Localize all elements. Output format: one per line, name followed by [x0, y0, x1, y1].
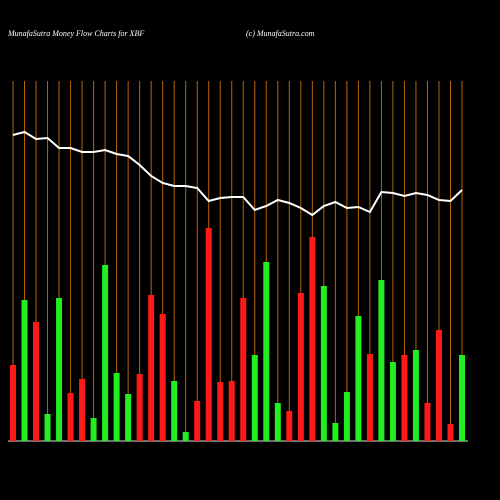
bar	[113, 373, 120, 441]
bar	[401, 355, 408, 441]
bar	[389, 362, 396, 441]
bar	[320, 286, 327, 441]
bar	[378, 280, 385, 441]
bar	[366, 354, 373, 441]
bar	[136, 374, 143, 441]
bar	[33, 322, 40, 441]
bar	[447, 424, 454, 441]
bar	[263, 262, 270, 441]
bar	[286, 411, 293, 441]
bar	[194, 401, 201, 441]
bar	[251, 355, 258, 441]
bar	[56, 298, 63, 441]
bar	[240, 298, 247, 441]
bar	[67, 393, 74, 441]
bar	[332, 423, 339, 441]
bar	[309, 237, 316, 441]
bar	[90, 418, 97, 441]
bar	[274, 403, 281, 441]
bar	[217, 382, 224, 441]
bar	[125, 394, 132, 441]
bar	[171, 381, 178, 441]
bar	[205, 228, 212, 441]
bar	[355, 316, 362, 441]
bar	[148, 295, 155, 441]
bar	[44, 414, 51, 441]
bar	[79, 379, 86, 441]
bar	[21, 300, 28, 441]
bar	[343, 392, 350, 441]
bar	[10, 365, 16, 441]
bar	[228, 381, 235, 441]
bar	[182, 432, 189, 441]
bar	[459, 355, 465, 441]
chart-subtitle: (c) MunafaSutra.com	[246, 29, 315, 38]
bar	[412, 350, 419, 441]
flow-line	[12, 130, 463, 217]
bar	[435, 330, 442, 441]
bar	[102, 265, 109, 441]
bar	[297, 293, 304, 441]
chart-title: MunafaSutra Money Flow Charts for XBF	[7, 29, 144, 38]
bar	[159, 314, 166, 441]
bar	[424, 403, 431, 441]
